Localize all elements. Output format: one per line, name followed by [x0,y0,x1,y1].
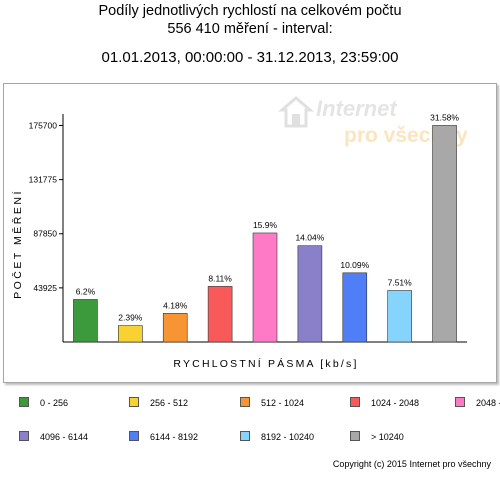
data-label-6: 14.04% [295,233,324,243]
legend-item: 256 - 512 [129,396,239,410]
bar-4 [207,286,233,343]
data-label-3: 4.18% [163,300,188,310]
bar-8 [387,290,412,343]
data-label-2: 2.39% [118,313,143,323]
y-tick-label: 43925 [33,283,57,293]
bar-1 [73,299,98,343]
legend-label: 2048 - 4096 [476,398,500,408]
legend-swatch [240,431,250,441]
bar-5 [252,232,278,343]
data-label-4: 8.11% [208,273,232,283]
data-label-5: 15.9% [253,220,278,230]
legend-swatch [129,397,139,407]
legend-swatch [350,431,360,441]
legend-label: 0 - 256 [40,398,69,408]
legend-swatch [129,431,139,441]
bar-6 [297,245,323,343]
bar-9 [432,125,457,343]
y-axis-label: POČET MĚŘENÍ [11,189,24,299]
legend-item: 0 - 256 [19,396,129,410]
data-label-8: 7.51% [388,278,413,288]
legend-item: 512 - 1024 [240,396,350,410]
legend-label: 8192 - 10240 [261,432,315,442]
bar-chart: Internet pro všechny 4392587850131775175… [11,96,468,370]
legend-label: 6144 - 8192 [150,432,199,442]
legend-label: 256 - 512 [150,398,189,408]
legend-item: 4096 - 6144 [19,430,129,444]
chart-frame: Internet pro všechny 43925 87850 131775 175… [3,83,497,383]
legend-swatch [19,397,29,407]
y-tick-label: 131775 [29,175,58,185]
legend-item: 2048 - 4096 [455,396,500,410]
y-tick-label: 175700 [29,120,58,130]
bar-3 [162,313,188,343]
bar-2 [118,325,143,343]
legend-label: > 10240 [371,432,404,442]
legend-swatch [455,397,465,407]
legend-label: 4096 - 6144 [40,432,89,442]
legend-label: 1024 - 2048 [371,398,420,408]
chart-interval: 01.01.2013, 00:00:00 - 31.12.2013, 23:59… [101,49,399,66]
copyright-notice: Copyright (c) 2015 Internet pro všechny [332,459,491,469]
chart-title-line1: Podíly jednotlivých rychlostí na celkové… [98,3,402,19]
legend-swatch [240,397,250,407]
chart-title-line2: 556 410 měření - interval: [167,21,333,37]
data-label-9: 31.58% [430,112,459,122]
data-label-1: 6.2% [76,286,96,296]
data-label-7: 10.09% [340,260,369,270]
y-tick-label: 87850 [33,229,57,239]
legend-item: 8192 - 10240 [240,430,350,444]
chart-legend: 0 - 256 256 - 512 512 - 1024 1024 - 2048 204… [0,396,500,456]
legend-swatch [19,431,29,441]
watermark-line1: Internet [316,96,398,121]
bar-7 [342,272,368,343]
x-axis-label: RYCHLOSTNÍ PÁSMA [kb/s] [173,357,358,370]
legend-item: 1024 - 2048 [350,396,455,410]
legend-label: 512 - 1024 [261,398,305,408]
legend-swatch [350,397,360,407]
legend-item: 6144 - 8192 [129,430,239,444]
legend-item: > 10240 [350,430,455,444]
